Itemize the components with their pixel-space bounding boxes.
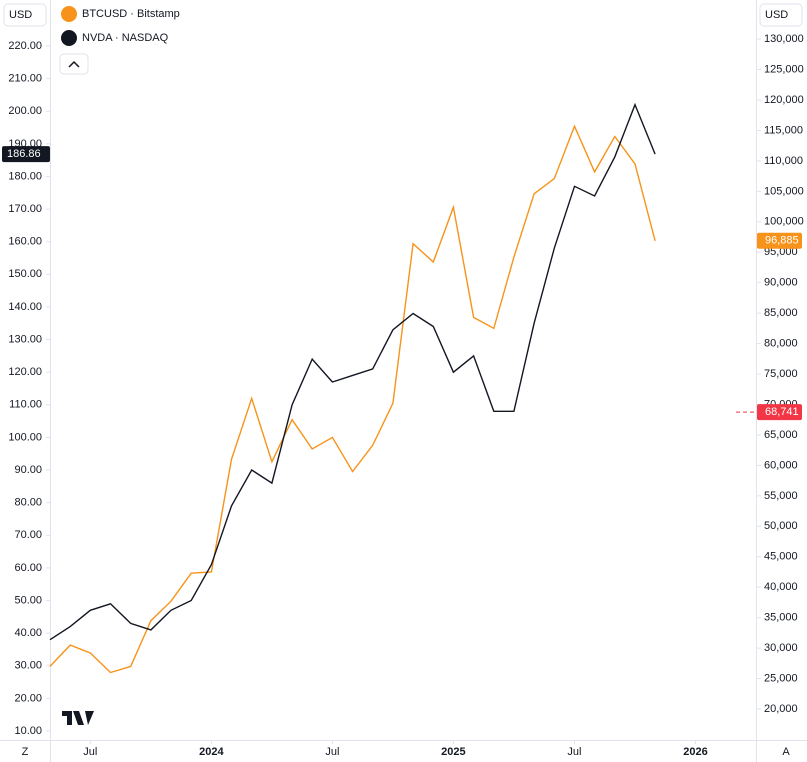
y-tick-label: 200.00 xyxy=(8,105,42,117)
currency[interactable]: USD xyxy=(9,9,32,21)
y2-tick-label: 25,000 xyxy=(764,672,798,684)
y-tick-label: 10.00 xyxy=(14,725,42,737)
y2-tick-label: 80,000 xyxy=(764,338,798,350)
last-value-box xyxy=(2,146,50,163)
y2-tick-label: 105,000 xyxy=(764,185,804,197)
y2-tick-label: 130,000 xyxy=(764,33,804,45)
y-tick-label: 90.00 xyxy=(14,464,42,476)
y-tick-label: 80.00 xyxy=(14,497,42,509)
y2-tick-label: 120,000 xyxy=(764,94,804,106)
y-tick-label: 210.00 xyxy=(8,73,42,85)
legend-icon xyxy=(61,6,77,22)
y-tick-label: 180.00 xyxy=(8,170,42,182)
series-line xyxy=(49,102,656,641)
collapse-button[interactable] xyxy=(59,53,89,75)
y-tick-label: 60.00 xyxy=(14,562,42,574)
x-tick-label: 2026 xyxy=(683,746,707,758)
currency-button[interactable] xyxy=(759,3,803,27)
y-tick-label: 220.00 xyxy=(8,40,42,52)
x-tick-label: Jul xyxy=(567,746,581,758)
legend-label[interactable]: BTCUSD · Bitstamp xyxy=(82,8,180,20)
logo xyxy=(62,711,94,725)
last-value-label: 186.86 xyxy=(7,148,41,160)
y2-tick-label: 125,000 xyxy=(764,63,804,75)
y-tick-label: 50.00 xyxy=(14,594,42,606)
axis-mode[interactable]: A xyxy=(782,746,790,758)
y-tick-label: 100.00 xyxy=(8,431,42,443)
marker-box xyxy=(757,404,802,421)
currency-button[interactable] xyxy=(3,3,47,27)
x-tick-label: Jul xyxy=(83,746,97,758)
y-tick-label: 30.00 xyxy=(14,660,42,672)
y2-tick-label: 40,000 xyxy=(764,581,798,593)
series-line xyxy=(49,124,656,674)
currency[interactable]: USD xyxy=(765,9,788,21)
y2-tick-label: 90,000 xyxy=(764,277,798,289)
y2-tick-label: 20,000 xyxy=(764,703,798,715)
x-tick-label: 2025 xyxy=(441,746,465,758)
y-tick-label: 140.00 xyxy=(8,301,42,313)
y2-tick-label: 115,000 xyxy=(764,124,803,136)
last-value-box xyxy=(757,232,802,249)
axis-mode[interactable]: Z xyxy=(22,746,29,758)
y2-tick-label: 75,000 xyxy=(764,368,798,380)
y2-tick-label: 95,000 xyxy=(764,246,798,258)
y2-tick-label: 110,000 xyxy=(764,155,803,167)
y-tick-label: 110.00 xyxy=(9,399,42,411)
y-tick-label: 70.00 xyxy=(14,529,42,541)
y-tick-label: 150.00 xyxy=(8,268,42,280)
y2-tick-label: 85,000 xyxy=(764,307,798,319)
collapse-icon xyxy=(68,60,80,68)
y-tick-label: 170.00 xyxy=(8,203,42,215)
y2-tick-label: 35,000 xyxy=(764,612,798,624)
y2-tick-label: 50,000 xyxy=(764,520,798,532)
y2-tick-label: 65,000 xyxy=(764,429,798,441)
x-tick-label: 2024 xyxy=(199,746,224,758)
y2-tick-label: 60,000 xyxy=(764,459,798,471)
marker-label: 68,741 xyxy=(765,406,799,418)
y2-tick-label: 100,000 xyxy=(764,216,804,228)
legend-label[interactable]: NVDA · NASDAQ xyxy=(82,32,169,44)
last-value-label: 96,885 xyxy=(765,235,799,247)
y-tick-label: 130.00 xyxy=(8,333,42,345)
x-tick-label: Jul xyxy=(325,746,339,758)
y-tick-label: 120.00 xyxy=(8,366,42,378)
y2-tick-label: 30,000 xyxy=(764,642,798,654)
y2-tick-label: 55,000 xyxy=(764,490,798,502)
y-tick-label: 160.00 xyxy=(8,236,42,248)
legend-icon xyxy=(61,30,77,46)
y-tick-label: 40.00 xyxy=(14,627,42,639)
y-tick-label: 20.00 xyxy=(14,692,42,704)
y2-tick-label: 45,000 xyxy=(764,551,798,563)
